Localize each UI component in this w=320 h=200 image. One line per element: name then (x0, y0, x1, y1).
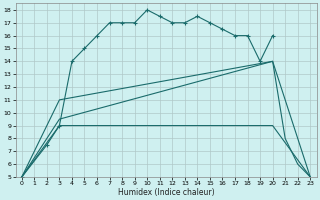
X-axis label: Humidex (Indice chaleur): Humidex (Indice chaleur) (118, 188, 214, 197)
